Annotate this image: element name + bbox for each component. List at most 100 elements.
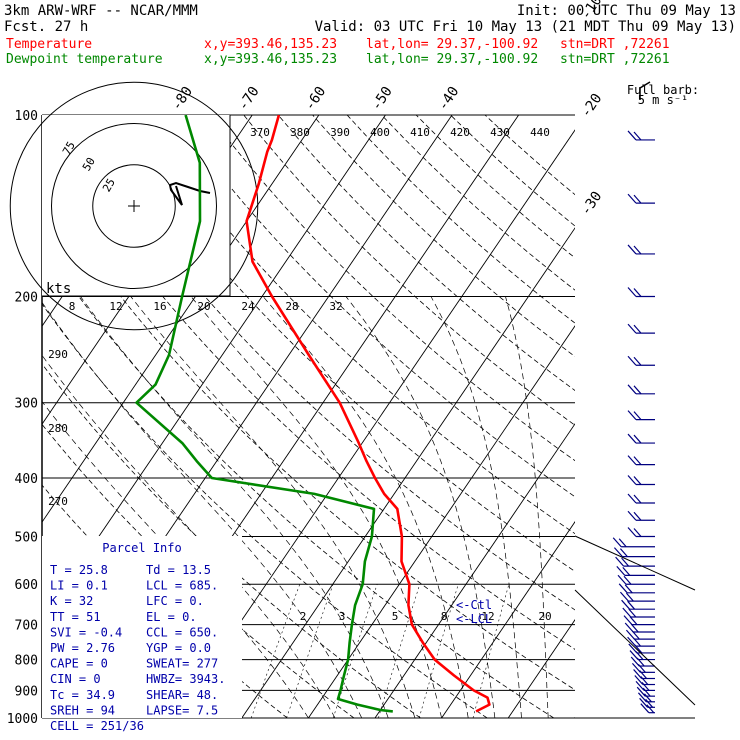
wind-barb-flag: [637, 692, 647, 703]
wind-barb-flag: [630, 656, 640, 667]
wind-barb-flag: [631, 662, 641, 673]
wind-barb-flag: [643, 693, 652, 703]
isotherm-line: [441, 521, 575, 718]
isotherm-tick-label: -20: [578, 91, 605, 121]
hodograph-trace: [168, 181, 211, 206]
hodograph-ring-label: 25: [100, 176, 118, 194]
pressure-tick-label: 700: [15, 619, 38, 634]
wind-barb-flag: [633, 131, 642, 141]
pressure-tick-label: 900: [15, 684, 38, 699]
barb-legend-line1: Full barb:: [627, 83, 699, 97]
wind-barb-flag: [627, 433, 637, 444]
wind-barb-flag: [636, 686, 646, 697]
model-title: 3km ARW-WRF -- NCAR/MMM: [4, 3, 198, 19]
isotherm-tick-label: -40: [435, 84, 462, 114]
mixing-ratio-line: [250, 584, 301, 718]
wind-barbs: [574, 130, 696, 714]
wind-barb-flag: [633, 669, 643, 679]
parcel-row-right: SWEAT= 277: [146, 657, 218, 671]
wind-barb-flag: [618, 538, 627, 548]
sounding-line: [135, 115, 393, 713]
wind-barb-flag: [618, 583, 628, 594]
dry-adiabat-line: [346, 115, 575, 324]
wind-barb-flag: [627, 600, 636, 610]
theta-tick-label: 440: [530, 126, 550, 139]
mixing-ratio-tick-label: 8: [69, 300, 76, 313]
wind-barb-flag: [635, 651, 644, 660]
wind-barb-flag: [627, 384, 637, 395]
wind-barb-flag: [627, 527, 637, 537]
theta-tick-label: 290: [48, 348, 68, 361]
wind-barb-flag: [636, 657, 645, 667]
sounding-line: [245, 115, 491, 713]
dry-adiabat-line: [139, 115, 575, 535]
isotherm-tick-label: -70: [235, 84, 262, 114]
wind-barb-flag: [617, 574, 627, 585]
isotherm-line: [308, 325, 575, 718]
wind-barb-flag: [615, 556, 625, 567]
mixing-ratio-tick-label: 28: [285, 300, 298, 313]
wind-barb-flag: [627, 455, 637, 466]
mixing-ratio-tick-label: 2: [300, 610, 307, 623]
wind-barb-flag: [629, 650, 639, 660]
pressure-tick-label: 200: [15, 291, 38, 306]
hodograph-units: kts: [46, 281, 71, 297]
hodograph-ring: [92, 164, 176, 248]
wind-barb-flag: [633, 356, 642, 366]
isotherm-line: [374, 423, 575, 718]
wind-barb-flag: [633, 494, 642, 504]
dry-adiabat-line: [381, 115, 575, 291]
parcel-row-right: CCL = 650.: [146, 625, 218, 639]
legend-dewpoint-latlon: lat,lon= 29.37,-100.92: [366, 52, 538, 67]
dry-adiabat-line: [42, 243, 555, 718]
wind-barb-flag: [627, 636, 637, 647]
mixing-ratio-tick-label: 12: [481, 610, 494, 623]
parcel-row-left: K = 32: [50, 594, 93, 608]
parcel-row-left: SREH = 94: [50, 703, 115, 717]
dry-adiabat-line: [415, 115, 575, 259]
dry-adiabat-line: [105, 115, 575, 572]
wind-barb-flag: [634, 644, 643, 654]
wind-barb-flag: [630, 623, 639, 633]
dry-adiabat-line: [243, 115, 575, 426]
wind-barb-flag: [628, 643, 638, 654]
hodograph-ring: [9, 81, 259, 331]
wind-barb-flag: [627, 193, 637, 204]
dry-adiabat-line: [208, 115, 575, 462]
mixing-ratio-tick-label: 8: [441, 610, 448, 623]
wind-barb-flag: [627, 323, 637, 334]
wind-barb-flag: [639, 670, 648, 679]
wind-barb-flag: [633, 194, 642, 204]
legend-dewpoint-station: stn=DRT ,72261: [560, 52, 670, 67]
wind-barb-flag: [640, 676, 649, 685]
barb-legend-line2: 5 m s⁻¹: [638, 93, 689, 107]
wind-barb-flag: [619, 591, 629, 602]
legend-temperature-label: Temperature: [6, 37, 92, 52]
wind-barb-flag: [621, 557, 630, 567]
wind-barb-flag: [640, 703, 650, 714]
lcl-marker: <-LCL: [456, 612, 492, 626]
pressure-tick-label: 400: [15, 472, 38, 487]
wind-barb-flag: [631, 630, 640, 640]
parcel-row-right: LAPSE= 7.5: [146, 703, 218, 717]
isotherm-line: [42, 115, 320, 523]
wind-barb-flag: [624, 584, 633, 594]
wind-barb-flag: [633, 385, 642, 395]
lower-region-edge: [574, 535, 696, 706]
forecast-hour: Fcst. 27 h: [4, 19, 88, 35]
parcel-row-left: PW = 2.76: [50, 641, 115, 655]
wind-barb-flag: [625, 629, 635, 640]
pressure-tick-label: 100: [15, 109, 38, 124]
mixing-ratio-line: [378, 584, 421, 718]
ctl-marker: <-Ctl: [456, 598, 492, 612]
isotherm-tick-label: -50: [368, 84, 395, 114]
pressure-tick-label: 600: [15, 578, 38, 593]
dewpoint-series: [135, 115, 393, 713]
theta-tick-label: 410: [410, 126, 430, 139]
wind-barb-flag: [619, 548, 628, 558]
valid-time: Valid: 03 UTC Fri 10 May 13 (21 MDT Thu …: [315, 19, 736, 35]
wind-barb-flag: [634, 675, 644, 685]
parcel-row-right: LFC = 0.: [146, 594, 204, 608]
wind-barb-flag: [622, 566, 631, 576]
